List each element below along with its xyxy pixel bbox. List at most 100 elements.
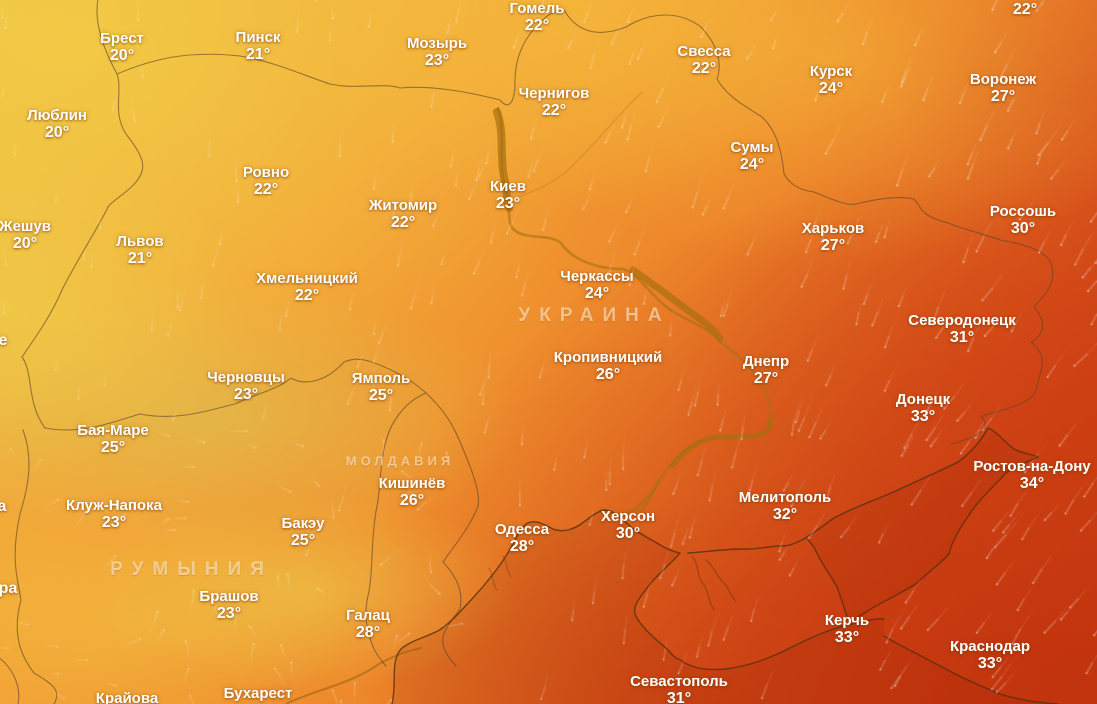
city-name: Житомир — [368, 197, 438, 214]
city-label[interactable]: Россошь 30° — [989, 203, 1057, 238]
city-temperature: 33° — [910, 408, 936, 425]
city-label[interactable]: Чернигов 22° — [518, 85, 590, 120]
city-temperature: 22° — [294, 287, 320, 304]
city-label[interactable]: Северодонецк 31° — [908, 312, 1016, 347]
city-temperature: 23° — [424, 52, 450, 69]
city-name: Днепр — [742, 353, 790, 370]
city-label[interactable]: Керчь 33° — [824, 612, 870, 647]
city-label[interactable]: Бакэу 25° — [281, 515, 325, 550]
city-temperature: 24° — [739, 156, 765, 173]
city-label[interactable]: Краснодар 33° — [949, 638, 1031, 673]
city-name: Мелитополь — [738, 489, 832, 506]
city-name: Херсон — [600, 508, 656, 525]
city-label[interactable]: Мелитополь 32° — [738, 489, 832, 524]
city-label[interactable]: Харьков 27° — [801, 220, 865, 255]
city-name: Крайова — [95, 690, 159, 704]
city-name: Краснодар — [949, 638, 1031, 655]
city-label[interactable]: Пинск 21° — [235, 29, 281, 64]
city-label[interactable]: Клуж-Напока 23° — [66, 497, 162, 532]
city-name: Северодонецк — [908, 312, 1016, 329]
city-temperature: 31° — [949, 329, 975, 346]
city-name: Россошь — [989, 203, 1057, 220]
city-temperature: 20° — [44, 124, 70, 141]
city-label[interactable]: Галац 28° — [346, 607, 390, 642]
city-temperature: 33° — [834, 629, 860, 646]
city-label[interactable]: Люблин 20° — [27, 108, 87, 142]
city-label[interactable]: Сумы 24° — [730, 139, 774, 174]
city-name: Ровно — [242, 164, 290, 181]
city-label[interactable]: Бая-Маре 25° — [77, 423, 148, 457]
city-label[interactable]: Крайова — [96, 691, 158, 704]
city-name: Керчь — [824, 612, 870, 629]
city-temperature: 27° — [820, 237, 846, 254]
city-temperature: 23° — [495, 195, 521, 212]
city-name: Ямполь — [351, 370, 411, 387]
city-name: Гомель — [509, 0, 565, 17]
city-temperature: 23° — [101, 514, 127, 531]
city-name: Черновцы — [207, 369, 285, 386]
city-name: Львов — [116, 233, 164, 250]
city-temperature: 21° — [127, 250, 153, 267]
city-label[interactable]: Ростов-на-Дону 34° — [973, 459, 1090, 493]
city-label[interactable]: Брест 20° — [100, 30, 144, 65]
city-name: Свесса — [677, 43, 731, 60]
city-name: Бакэу — [281, 515, 325, 532]
city-temperature: 22° — [691, 60, 717, 77]
city-label[interactable]: Одесса 28° — [495, 522, 549, 556]
city-label[interactable]: Херсон 30° — [600, 508, 656, 543]
city-label[interactable]: Хмельницкий 22° — [256, 270, 358, 305]
city-temperature: 26° — [399, 492, 425, 509]
city-label[interactable]: Жешув 20° — [0, 218, 51, 253]
city-temperature: 20° — [12, 235, 38, 252]
city-temperature: 25° — [290, 532, 316, 549]
city-name: Хмельницкий — [256, 270, 358, 287]
city-label[interactable]: Кропивницкий 26° — [553, 349, 663, 384]
city-name: Донецк — [895, 391, 951, 408]
city-label[interactable]: Черновцы 23° — [207, 369, 285, 404]
city-label[interactable]: Кишинёв 26° — [378, 475, 446, 510]
city-temperature: 21° — [245, 46, 271, 63]
city-label[interactable]: Львов 21° — [116, 233, 164, 268]
city-temperature: 22° — [390, 214, 416, 231]
city-label[interactable]: Житомир 22° — [368, 197, 438, 232]
city-temperature: 22° — [524, 17, 550, 34]
city-label[interactable]: Севастополь 31° — [630, 674, 728, 704]
city-label[interactable]: Воронеж 27° — [970, 72, 1036, 106]
city-label[interactable]: Бухарест — [224, 686, 293, 702]
city-label[interactable]: Мозырь 23° — [407, 36, 467, 70]
city-label[interactable]: Курск 24° — [810, 64, 852, 98]
city-name: Брест — [100, 30, 144, 47]
city-label[interactable]: Брашов 23° — [199, 589, 258, 623]
city-label[interactable]: Черкассы 24° — [560, 269, 633, 303]
city-name: Кишинёв — [378, 475, 446, 492]
city-temperature: 33° — [977, 655, 1003, 672]
city-name: Жешув — [0, 218, 51, 235]
city-temperature: 27° — [753, 370, 779, 387]
city-name: Сумы — [730, 139, 774, 156]
city-name: Галац — [346, 607, 390, 624]
city-name: Харьков — [801, 220, 865, 237]
city-temperature: 24° — [818, 80, 844, 97]
city-label[interactable]: Донецк 33° — [895, 391, 951, 426]
city-label[interactable]: Киев 23° — [490, 178, 526, 213]
city-label[interactable]: Гомель 22° — [509, 0, 565, 35]
city-name: Севастополь — [630, 673, 728, 690]
city-name: Кропивницкий — [553, 349, 663, 366]
city-label[interactable]: Днепр 27° — [742, 353, 790, 388]
city-name: Клуж-Напока — [66, 497, 162, 514]
city-name: Чернигов — [518, 85, 590, 102]
city-label[interactable]: Ровно 22° — [242, 164, 290, 199]
city-label[interactable]: Свесса 22° — [677, 43, 731, 78]
city-temperature: 27° — [990, 88, 1016, 105]
city-temperature: 23° — [233, 386, 259, 403]
city-temperature: 28° — [355, 624, 381, 641]
city-label[interactable]: Ямполь 25° — [351, 370, 411, 405]
city-name: Киев — [490, 178, 526, 195]
city-name: Бухарест — [223, 685, 293, 702]
city-name: Пинск — [235, 29, 281, 46]
city-temperature: 25° — [100, 439, 126, 456]
city-temperature: 25° — [368, 387, 394, 404]
city-temperature: 26° — [595, 366, 621, 383]
